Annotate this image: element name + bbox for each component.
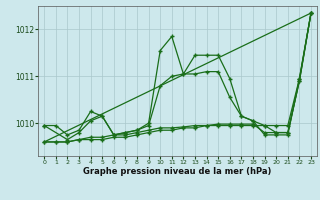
X-axis label: Graphe pression niveau de la mer (hPa): Graphe pression niveau de la mer (hPa) [84, 167, 272, 176]
